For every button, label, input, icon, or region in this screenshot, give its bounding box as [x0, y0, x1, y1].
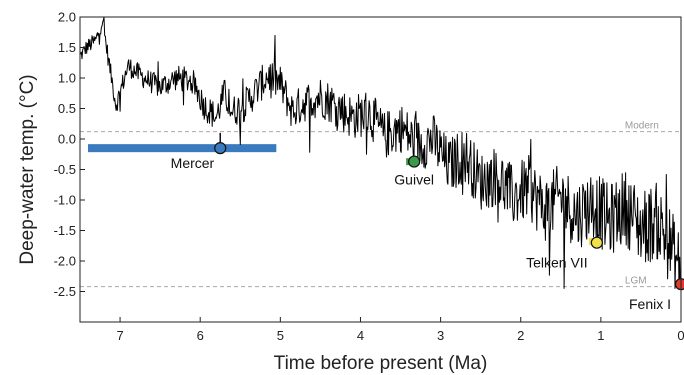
sites-group: Mercer Guivel Telken VII Fenix I: [171, 132, 684, 312]
x-tick-label: 7: [116, 328, 123, 343]
site-point: [590, 236, 603, 249]
y-tick-label: -0.5: [54, 162, 76, 177]
x-tick-label: 1: [597, 328, 604, 343]
site-label: Telken VII: [526, 255, 587, 271]
y-tick-label: -1.0: [54, 193, 76, 208]
temperature-series-line: [79, 16, 682, 289]
y-tick-label: -2.5: [54, 284, 76, 299]
x-tick-label: 4: [357, 328, 364, 343]
mercer-range-bar: [88, 144, 277, 153]
x-tick-label: 3: [437, 328, 444, 343]
series-group: [79, 16, 682, 289]
y-tick-label: 0.5: [58, 101, 76, 116]
site-point: [408, 155, 421, 168]
reference-line-label: Modern: [625, 121, 659, 132]
y-tick-label: -1.5: [54, 223, 76, 238]
site-point: [674, 278, 684, 291]
y-tick-label: 1.5: [58, 40, 76, 55]
site-point: [214, 142, 227, 155]
x-tick-label: 0: [677, 328, 684, 343]
axes-group: 7 6 5 4 3 2 1 0 2.0 1.5 1.0 0.5 0.0 -0.5 -1.0 -1.5 -2.0 -…: [54, 10, 684, 344]
reference-lines: Modern LGM: [80, 121, 681, 288]
x-axis-title: Time before present (Ma): [274, 353, 488, 374]
site-label: Guivel: [394, 172, 434, 188]
x-tick-label: 5: [277, 328, 284, 343]
mercer-range-bar-group: [88, 144, 277, 153]
y-axis-title: Deep-water temp. (°C): [17, 74, 38, 264]
y-tick-label: 0.0: [58, 132, 76, 147]
y-tick-label: 1.0: [58, 71, 76, 86]
x-tick-label: 2: [517, 328, 524, 343]
site-label: Mercer: [171, 155, 215, 171]
site-label: Fenix I: [629, 296, 671, 312]
x-tick-label: 6: [197, 328, 204, 343]
y-tick-label: 2.0: [58, 10, 76, 25]
reference-line-label: LGM: [625, 276, 647, 287]
y-tick-label: -2.0: [54, 254, 76, 269]
